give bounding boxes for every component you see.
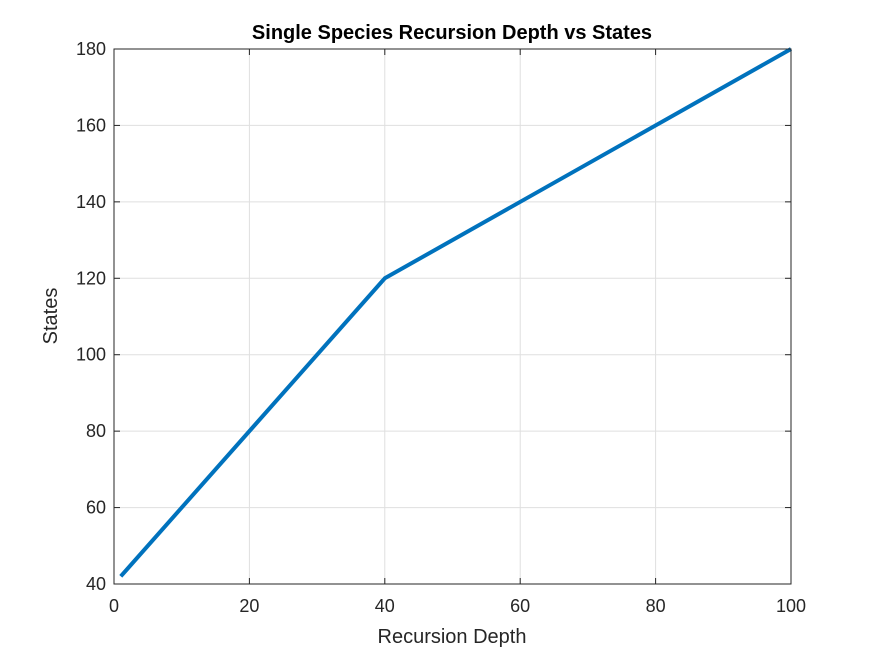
series-line bbox=[119, 47, 792, 578]
x-tick-label: 20 bbox=[239, 596, 259, 616]
y-tick-label: 80 bbox=[86, 421, 106, 441]
series-group bbox=[119, 47, 792, 578]
y-tick-label: 160 bbox=[76, 115, 106, 135]
x-tick-label: 80 bbox=[646, 596, 666, 616]
plot-area bbox=[113, 48, 792, 585]
x-tick-label: 0 bbox=[109, 596, 119, 616]
y-tick-label: 120 bbox=[76, 268, 106, 288]
y-tick-label: 100 bbox=[76, 345, 106, 365]
x-tick-label: 60 bbox=[510, 596, 530, 616]
x-tick-label: 100 bbox=[776, 596, 806, 616]
y-tick-label: 40 bbox=[86, 574, 106, 594]
y-tick-label: 180 bbox=[76, 39, 106, 59]
axis-frame bbox=[113, 48, 792, 585]
x-axis-label: Recursion Depth bbox=[378, 626, 527, 648]
ticks-group: 0 20 40 60 80 100 40 60 80 100 120 140 160 180 bbox=[76, 39, 806, 616]
x-tick-label: 40 bbox=[375, 596, 395, 616]
y-tick-label: 60 bbox=[86, 498, 106, 518]
y-tick-label: 140 bbox=[76, 192, 106, 212]
y-axis-label: States bbox=[40, 288, 62, 345]
chart-title: Single Species Recursion Depth vs States bbox=[252, 22, 652, 44]
grid-lines bbox=[114, 49, 791, 584]
